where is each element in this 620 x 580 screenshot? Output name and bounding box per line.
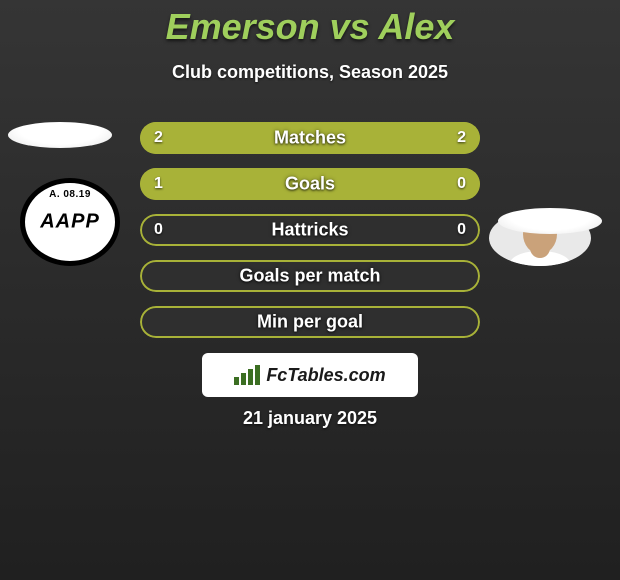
page-title: Emerson vs Alex	[0, 6, 620, 48]
left-club-badge: A. 08.19 AAPP	[20, 178, 120, 266]
brand-badge: FcTables.com	[202, 353, 418, 397]
stat-label: Hattricks	[271, 220, 348, 241]
stat-row: Hattricks 0 0	[140, 214, 480, 246]
stat-label: Min per goal	[257, 312, 363, 333]
stat-label: Goals	[285, 174, 335, 195]
stat-value-left: 2	[154, 129, 163, 147]
right-club-placeholder	[498, 208, 602, 234]
stat-label: Matches	[274, 128, 346, 149]
stat-row: Goals per match	[140, 260, 480, 292]
stat-row: Min per goal	[140, 306, 480, 338]
stat-row: Matches 2 2	[140, 122, 480, 154]
brand-text: FcTables.com	[266, 365, 385, 386]
club-badge-main-text: AAPP	[40, 211, 100, 234]
stat-value-right: 2	[457, 129, 466, 147]
stat-value-right: 0	[457, 175, 466, 193]
stat-value-left: 1	[154, 175, 163, 193]
stats-bars: Matches 2 2 Goals 1 0 Hattricks 0 0 Goals per mat…	[140, 122, 480, 338]
date-label: 21 january 2025	[0, 408, 620, 429]
stat-value-right: 0	[457, 221, 466, 239]
club-badge-arc-text: A. 08.19	[25, 189, 115, 200]
stat-label: Goals per match	[239, 266, 380, 287]
stat-value-left: 0	[154, 221, 163, 239]
left-player-placeholder	[8, 122, 112, 148]
subtitle: Club competitions, Season 2025	[0, 62, 620, 83]
stat-row: Goals 1 0	[140, 168, 480, 200]
fctables-logo-icon	[234, 365, 260, 385]
